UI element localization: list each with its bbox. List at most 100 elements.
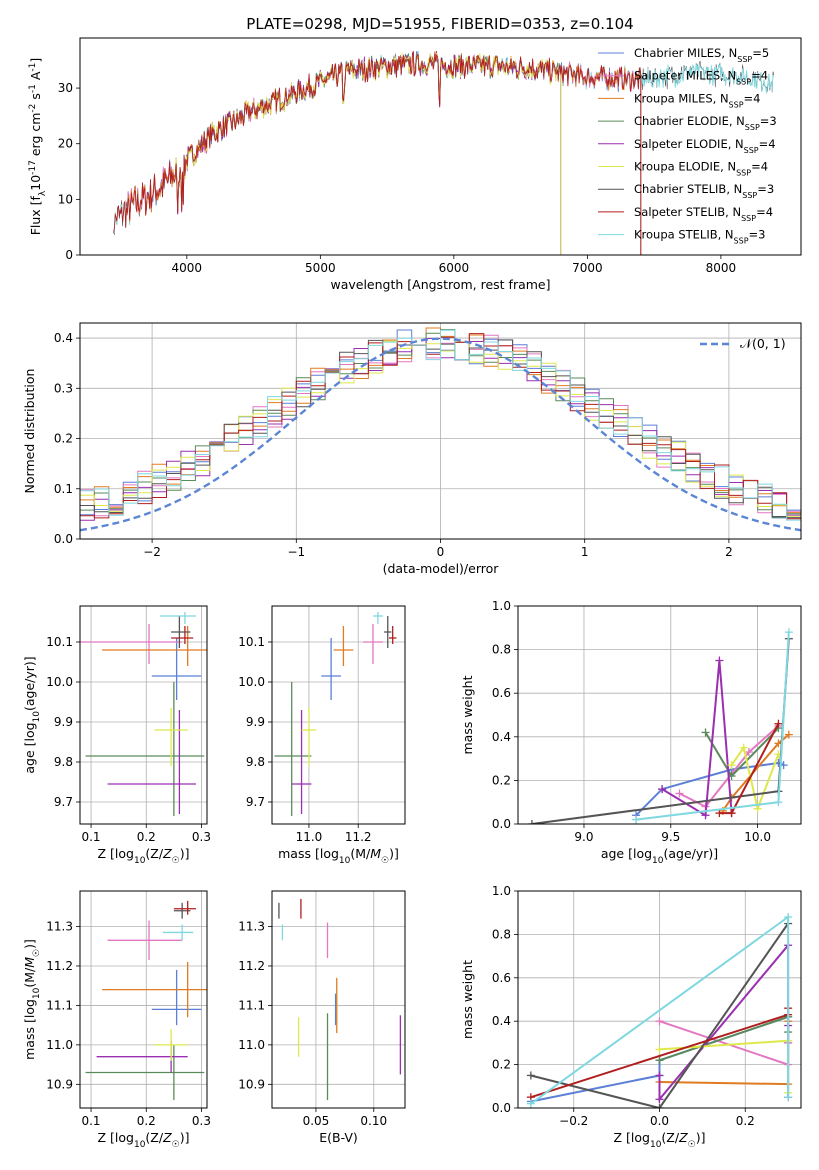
y-tick-label: 10.0: [46, 675, 73, 689]
error-bar-point: [85, 682, 205, 816]
x-axis-label: age [log10(age/yr)]: [601, 846, 718, 866]
y-tick-label: 10.0: [238, 675, 265, 689]
spectrum-panel: 4000 5000 6000 7000 8000 0 10 20 30 wavelength [A…: [28, 37, 802, 292]
x-axis-label: (data-model)/error: [383, 561, 500, 576]
weight-line: [679, 725, 780, 808]
x-tick-label: −0.2: [559, 1114, 588, 1128]
y-tick-label: 0.8: [492, 927, 511, 941]
y-tick-label: 11.0: [238, 1038, 265, 1052]
axes-frame: 9.0 9.5 10.0 0.0 0.2 0.4 0.6 0.8 1.0 age [log10(a…: [460, 599, 802, 866]
x-tick-label: −1: [287, 545, 305, 559]
x-tick-label: −2: [143, 545, 161, 559]
y-tick-label: 9.8: [246, 755, 265, 769]
legend: Chabrier MILES, NSSP=5 Salpeter MILES, NS…: [598, 46, 777, 245]
y-tick-label: 11.3: [238, 920, 265, 934]
y-tick-label: 10.1: [46, 635, 73, 649]
spectrum-model-line: [126, 50, 642, 255]
y-tick-label: 0.0: [492, 817, 511, 831]
error-bar-point: [107, 710, 196, 814]
error-bar-point: [388, 626, 397, 644]
weight-vs-metallicity-panel: −0.2 0.0 0.2 0.0 0.2 0.4 0.6 0.8 1.0 Z [log10(Z/Z…: [460, 884, 802, 1150]
weight-marker: [701, 728, 710, 737]
weight-line: [659, 1039, 790, 1093]
x-tick-label: 1: [581, 545, 589, 559]
x-tick-label: 0.2: [736, 1114, 755, 1128]
x-axis-label: Z [log10(Z/Z☉)]: [97, 1130, 189, 1150]
plot-area: [80, 612, 207, 816]
spectrum-model-line: [113, 50, 642, 255]
error-bar-point: [154, 1029, 188, 1061]
normal-curve: [80, 337, 801, 532]
legend-label: Salpeter STELIB, NSSP=4: [634, 205, 773, 223]
weight-marker: [784, 628, 793, 637]
mass-vs-metallicity-panel: 0.1 0.2 0.3 10.9 11.0 11.1 11.2 11.3 Z [log10(Z/…: [22, 890, 211, 1150]
y-tick-label: 0.6: [492, 971, 511, 985]
weight-marker: [655, 1045, 664, 1054]
error-bar-point: [80, 624, 183, 664]
y-tick-label: 0: [65, 248, 73, 262]
x-tick-label: 4000: [172, 261, 203, 275]
x-tick-label: 0.2: [137, 830, 156, 844]
legend: 𝒩(0, 1): [700, 336, 786, 351]
x-axis-label: Z [log10(Z/Z☉)]: [613, 1130, 705, 1150]
y-tick-label: 9.8: [54, 755, 73, 769]
axes-border: [79, 605, 208, 825]
y-tick-label: 30: [58, 81, 73, 95]
age-vs-metallicity-panel: 0.1 0.2 0.3 9.7 9.8 9.9 10.0 10.1 Z [log10(Z/Z☉)…: [22, 605, 211, 866]
x-tick-label: 11.0: [296, 830, 323, 844]
axes-frame: 0.1 0.2 0.3 10.9 11.0 11.1 11.2 11.3 Z [log10(Z/…: [22, 890, 211, 1150]
error-bar-point: [333, 626, 354, 666]
x-tick-label: 6000: [439, 261, 470, 275]
weight-marker: [655, 1104, 664, 1108]
weight-marker: [632, 815, 641, 824]
plot-area: [85, 900, 207, 1101]
y-tick-label: 0.1: [54, 482, 73, 496]
x-tick-label: 2: [725, 545, 733, 559]
legend-label: Kroupa STELIB, NSSP=3: [634, 228, 765, 246]
legend-label: Chabrier MILES, NSSP=5: [634, 46, 769, 64]
plot-area: [80, 327, 801, 532]
y-axis-label: mass weight: [460, 675, 475, 754]
error-bar-point: [363, 624, 383, 664]
axes-border: [271, 605, 406, 825]
x-axis-label: Z [log10(Z/Z☉)]: [97, 846, 189, 866]
x-tick-label: 0.10: [360, 1114, 387, 1128]
legend-label: Chabrier STELIB, NSSP=3: [634, 182, 774, 200]
x-tick-label: 0.05: [303, 1114, 330, 1128]
y-tick-label: 11.3: [46, 920, 73, 934]
axes-frame: 4000 5000 6000 7000 8000 0 10 20 30 wavelength [A…: [28, 37, 802, 292]
y-tick-label: 11.2: [46, 959, 73, 973]
weight-marker: [655, 1095, 664, 1104]
residuals-panel: −2 −1 0 1 2 0.0 0.1 0.2 0.3 0.4 (data-model)/error…: [22, 322, 802, 576]
spectrum-model-line: [173, 53, 562, 255]
y-tick-label: 0.0: [54, 532, 73, 546]
x-tick-label: 11.2: [345, 830, 372, 844]
weight-marker: [655, 1017, 664, 1026]
weight-line: [661, 660, 733, 817]
error-bar-point: [151, 969, 202, 1026]
x-tick-label: 10.0: [744, 830, 771, 844]
axes-border: [79, 37, 802, 256]
weight-marker: [715, 656, 724, 665]
x-tick-label: 0.3: [192, 830, 211, 844]
figure-title: PLATE=0298, MJD=51955, FIBERID=0353, z=0…: [246, 15, 633, 33]
error-bar-point: [102, 626, 207, 666]
weight-marker: [526, 1099, 535, 1108]
axes-frame: 11.0 11.2 9.7 9.8 9.9 10.0 10.1 mass [log10(M/M…: [238, 605, 406, 866]
error-bar-point: [321, 638, 341, 700]
error-bar-point: [154, 708, 188, 766]
y-tick-label: 0.3: [54, 381, 73, 395]
x-axis-label: wavelength [Angstrom, rest frame]: [330, 277, 550, 292]
y-tick-label: 10.9: [46, 1077, 73, 1091]
y-tick-label: 0.2: [54, 432, 73, 446]
spectrum-model-line: [173, 51, 562, 255]
weight-marker: [675, 789, 684, 798]
spectrum-model-line: [126, 50, 642, 255]
y-tick-label: 0.8: [492, 643, 511, 657]
weight-marker: [739, 743, 748, 752]
axes-frame: 0.1 0.2 0.3 9.7 9.8 9.9 10.0 10.1 Z [log10(Z/Z☉)…: [22, 605, 211, 866]
legend-label: 𝒩(0, 1): [740, 336, 786, 351]
weight-marker: [701, 811, 710, 820]
spectrum-model-line: [126, 51, 642, 255]
weight-marker: [658, 785, 667, 794]
